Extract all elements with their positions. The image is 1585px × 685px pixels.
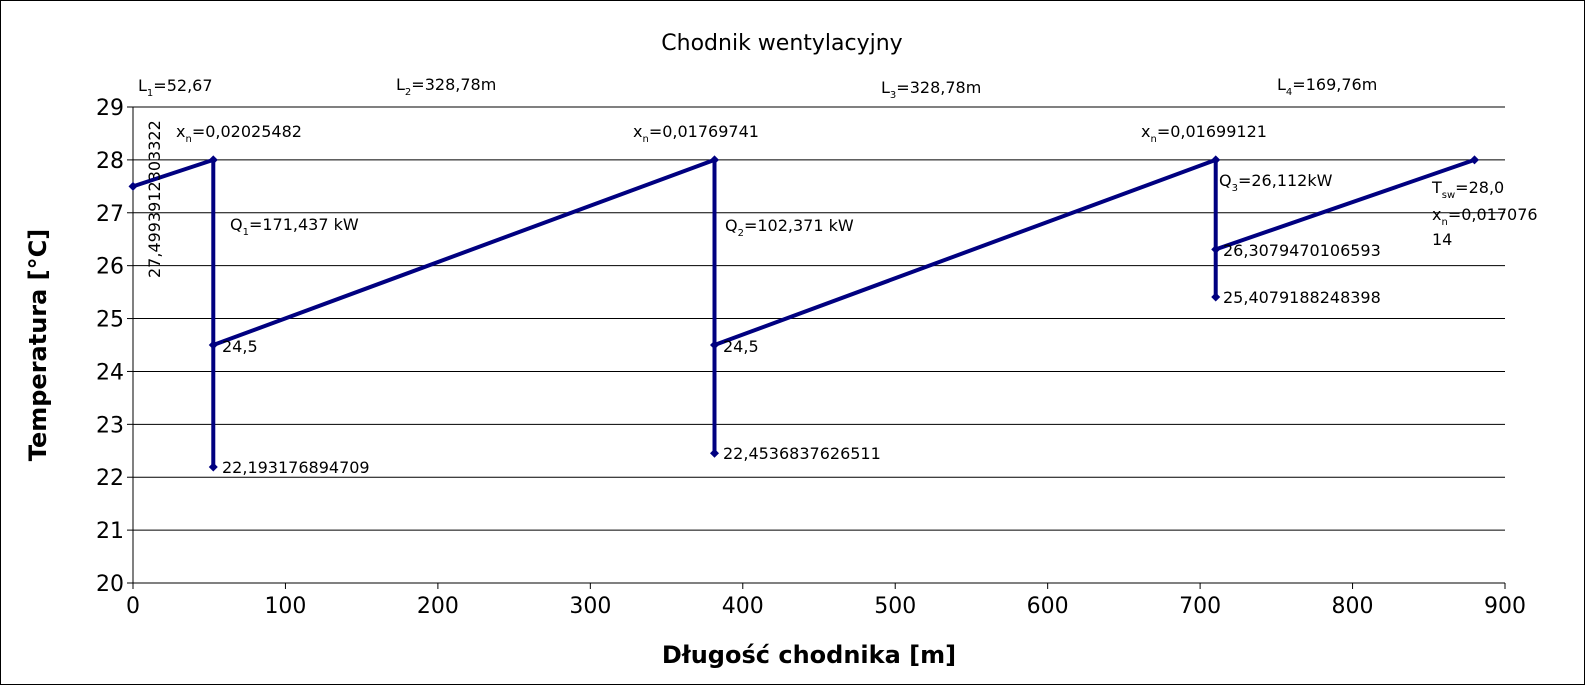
label-xn2: xn=0,01769741 — [633, 122, 759, 145]
label-xn4-cont: 14 — [1432, 230, 1452, 249]
label-xn3: xn=0,01699121 — [1141, 122, 1267, 145]
label-start-value: 27,4993912303322 — [145, 120, 164, 278]
label-value-after3: 26,3079470106593 — [1223, 241, 1381, 260]
data-point — [208, 462, 218, 472]
x-tick-label: 600 — [1027, 594, 1069, 619]
y-tick-label: 29 — [96, 96, 124, 121]
data-point — [1469, 155, 1479, 165]
label-l1: L1=52,67 — [138, 76, 213, 99]
x-ticks: 0 100 200 300 400 500 600 700 800 900 — [126, 583, 1526, 619]
label-value-24-5-a: 24,5 — [222, 337, 258, 356]
x-tick-label: 0 — [126, 594, 140, 619]
data-point — [1211, 292, 1221, 302]
data-point — [208, 340, 218, 350]
label-l4: L4=169,76m — [1277, 75, 1377, 98]
x-tick-label: 900 — [1484, 594, 1526, 619]
y-tick-label: 26 — [96, 255, 124, 280]
x-axis-title: Długość chodnika [m] — [662, 641, 956, 669]
data-point — [1211, 244, 1221, 254]
data-point — [709, 448, 719, 458]
label-value-24-5-b: 24,5 — [723, 337, 759, 356]
data-point — [709, 155, 719, 165]
label-value-min1: 22,193176894709 — [222, 458, 370, 477]
x-tick-label: 800 — [1332, 594, 1374, 619]
y-tick-label: 23 — [96, 413, 124, 438]
y-axis-title: Temperatura [°C] — [24, 229, 52, 461]
label-l3: L3=328,78m — [881, 78, 981, 101]
y-tick-label: 24 — [96, 360, 124, 385]
chart-title: Chodnik wentylacyjny — [661, 31, 902, 56]
label-q3: Q3=26,112kW — [1219, 171, 1333, 194]
x-tick-label: 100 — [264, 594, 306, 619]
data-point — [208, 155, 218, 165]
data-point — [1211, 155, 1221, 165]
label-l2: L2=328,78m — [396, 75, 496, 98]
x-tick-label: 300 — [569, 594, 611, 619]
label-tsw: Tsw=28,0 — [1431, 178, 1504, 201]
y-tick-label: 21 — [96, 519, 124, 544]
label-xn1: xn=0,02025482 — [176, 122, 302, 145]
grid-lines — [133, 106, 1505, 531]
y-tick-label: 28 — [96, 149, 124, 174]
x-tick-label: 200 — [417, 594, 459, 619]
series-line — [132, 157, 1476, 470]
label-q2: Q2=102,371 kW — [725, 216, 854, 239]
x-tick-label: 500 — [874, 594, 916, 619]
y-tick-label: 22 — [96, 466, 124, 491]
data-point — [128, 181, 138, 191]
y-tick-label: 20 — [96, 572, 124, 597]
y-ticks: 20 21 22 23 24 25 26 27 28 29 — [96, 96, 133, 597]
label-xn4: xn=0,017076 — [1432, 205, 1538, 228]
label-value-min2: 22,4536837626511 — [723, 444, 881, 463]
x-tick-label: 700 — [1179, 594, 1221, 619]
y-tick-label: 27 — [96, 202, 124, 227]
label-q1: Q1=171,437 kW — [230, 215, 359, 238]
label-value-min3: 25,4079188248398 — [1223, 288, 1381, 307]
series-temperature — [128, 155, 1479, 472]
data-point — [709, 340, 719, 350]
x-tick-label: 400 — [722, 594, 764, 619]
y-tick-label: 25 — [96, 308, 124, 333]
